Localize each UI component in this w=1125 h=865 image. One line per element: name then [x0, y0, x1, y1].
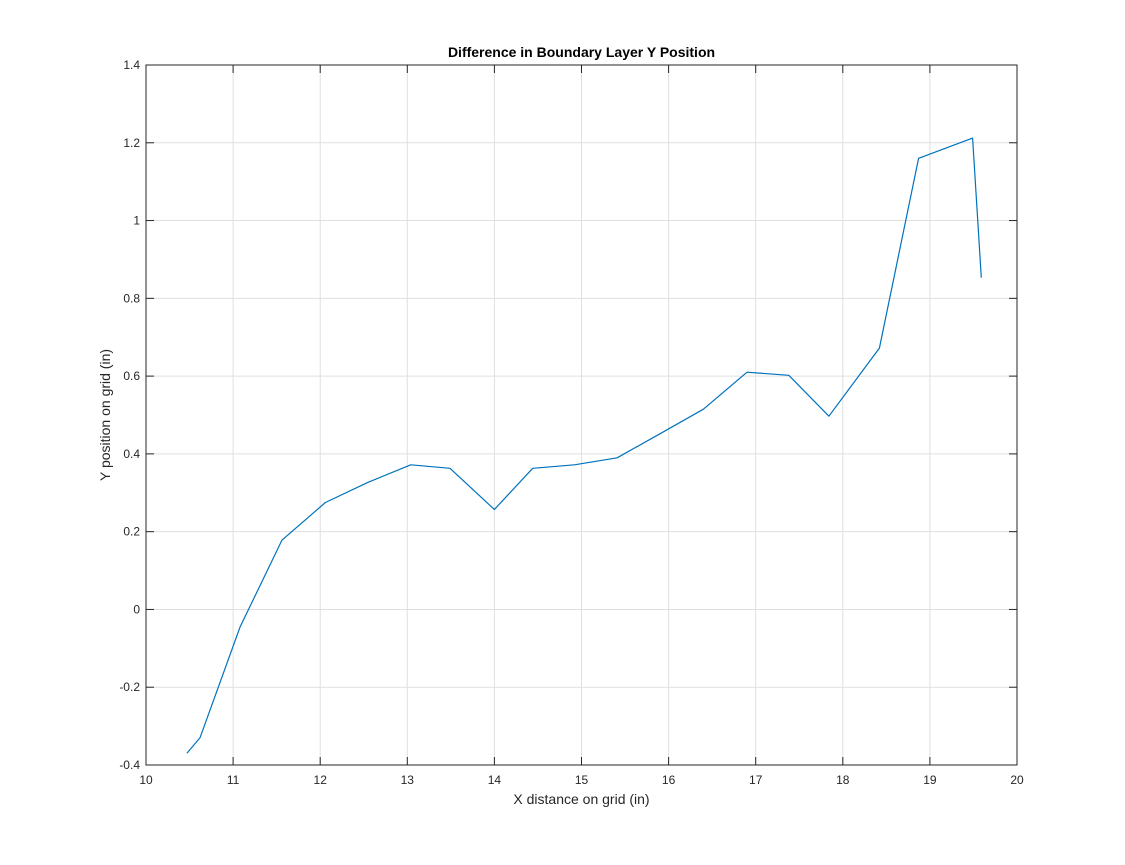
x-axis-label: X distance on grid (in) [513, 791, 649, 807]
x-tick-label: 10 [139, 773, 153, 787]
x-tick-label: 13 [401, 773, 415, 787]
x-tick-label: 18 [836, 773, 850, 787]
y-tick-label: 0.2 [123, 525, 140, 539]
y-tick-label: -0.2 [119, 680, 140, 694]
x-tick-label: 16 [662, 773, 676, 787]
y-tick-label: 0.8 [123, 291, 140, 305]
series-line [186, 137, 982, 754]
x-tick-label: 14 [488, 773, 502, 787]
x-tick-label: 17 [749, 773, 763, 787]
x-tick-label: 11 [227, 773, 240, 787]
y-tick-label: 1 [133, 214, 140, 228]
x-tick-label: 20 [1010, 773, 1024, 787]
x-tick-label: 19 [923, 773, 937, 787]
x-tick-label: 15 [575, 773, 589, 787]
y-tick-label: 0.4 [123, 447, 140, 461]
series-layer [186, 137, 982, 754]
y-tick-label: 1.2 [123, 136, 140, 150]
y-tick-label: -0.4 [119, 758, 140, 772]
y-axis-label: Y position on grid (in) [97, 349, 113, 481]
y-tick-label: 0.6 [123, 369, 140, 383]
chart-title: Difference in Boundary Layer Y Position [448, 44, 715, 60]
y-tick-label: 0 [133, 602, 140, 616]
y-tick-label: 1.4 [123, 58, 140, 72]
x-tick-label: 12 [314, 773, 328, 787]
ticks: 10 11 12 13 14 15 16 17 18 19 20 -0.4 -0.2 0 0.2 0.4 0.6… [119, 58, 1024, 787]
